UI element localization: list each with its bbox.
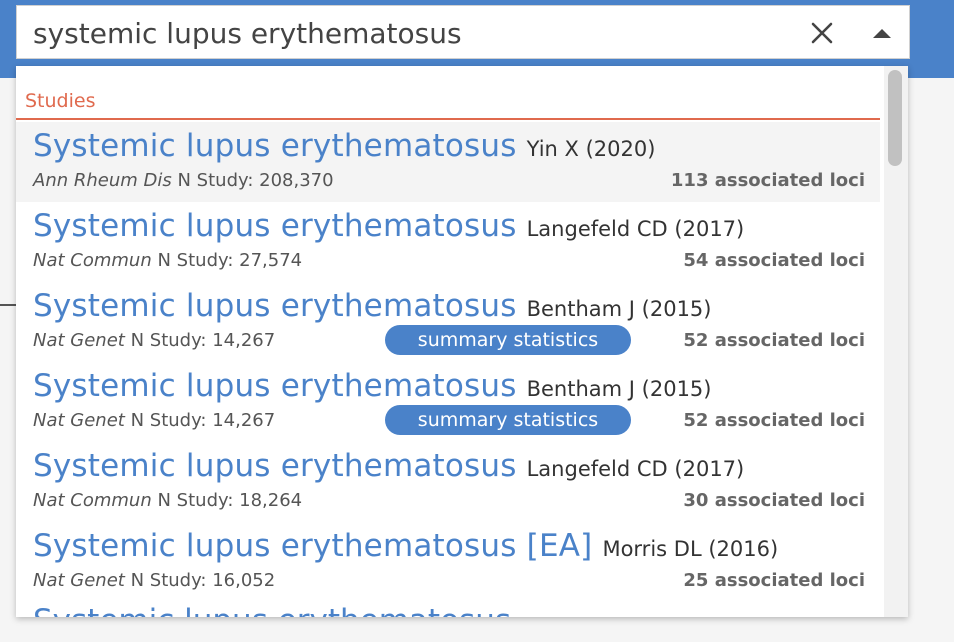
result-meta-line: Nat Commun N Study: 27,574 54 associated…: [33, 250, 865, 276]
result-journal: Nat Commun: [33, 490, 152, 511]
result-n-study: N Study: 14,267: [130, 330, 276, 351]
result-loci: 52 associated loci: [683, 410, 865, 431]
close-icon: [811, 22, 833, 44]
group-label: Studies: [25, 90, 96, 112]
result-journal: Nat Genet: [33, 570, 125, 591]
caret-up-icon: [873, 29, 891, 38]
result-author: Langefeld CD (2017): [526, 457, 745, 481]
result-trait: Systemic lupus erythematosus: [33, 288, 517, 324]
result-loci: 54 associated loci: [683, 250, 865, 271]
result-n-study: N Study: 18,264: [157, 490, 303, 511]
result-n-study: N Study: 27,574: [157, 250, 303, 271]
result-journal: Nat Genet: [33, 410, 125, 431]
clear-search-button[interactable]: [805, 16, 839, 50]
result-trait: Systemic lupus erythematosus: [33, 128, 517, 164]
result-meta-line: Nat Genet N Study: 14,267 summary statis…: [33, 325, 865, 356]
result-trait: Systemic lupus erythematosus [EA]: [33, 528, 593, 564]
result-journal: Ann Rheum Dis: [33, 170, 172, 191]
result-n-study: N Study: 16,052: [130, 570, 276, 591]
group-header-studies: Studies: [16, 88, 880, 120]
results-list: Systemic lupus erythematosus Yin X (2020)…: [16, 122, 880, 602]
result-title-line: Systemic lupus erythematosus [EA] Morris …: [33, 528, 778, 564]
result-title-line: Systemic lupus erythematosus Langefeld CD…: [33, 208, 744, 244]
result-n-study: N Study: 14,267: [130, 410, 276, 431]
result-trait: Systemic lupus erythematosus: [33, 368, 517, 404]
result-n-study: N Study: 208,370: [177, 170, 334, 191]
result-title-line: Systemic lupus erythematosus Bentham J (2…: [33, 368, 712, 404]
result-loci: 52 associated loci: [683, 330, 865, 351]
toggle-dropdown-button[interactable]: [865, 16, 899, 50]
result-loci: 113 associated loci: [670, 170, 865, 191]
result-journal: Nat Genet: [33, 330, 125, 351]
search-input[interactable]: [33, 6, 793, 60]
result-meta-line: Nat Commun N Study: 18,264 30 associated…: [33, 490, 865, 516]
result-item[interactable]: Systemic lupus erythematosus Bentham J (2…: [16, 362, 880, 442]
result-author: Yin X (2020): [526, 137, 656, 161]
result-journal: Nat Commun: [33, 250, 152, 271]
search-box: [16, 5, 910, 60]
result-author: Bentham J (2015): [526, 297, 712, 321]
result-loci: 25 associated loci: [683, 570, 865, 591]
result-meta-line: Nat Genet N Study: 14,267 summary statis…: [33, 405, 865, 436]
result-item[interactable]: Systemic lupus erythematosus Langefeld CD…: [16, 442, 880, 522]
summary-statistics-badge: summary statistics: [385, 325, 631, 355]
scrollbar-thumb[interactable]: [888, 70, 902, 166]
search-results-dropdown: Studies Systemic lupus erythematosus Yin …: [16, 66, 908, 617]
result-loci: 30 associated loci: [683, 490, 865, 511]
result-item[interactable]: Systemic lupus erythematosus Langefeld CD…: [16, 202, 880, 282]
result-author: Langefeld CD (2017): [526, 217, 745, 241]
result-author: Bentham J (2015): [526, 377, 712, 401]
result-title-line: Systemic lupus erythematosus Bentham J (2…: [33, 288, 712, 324]
summary-statistics-badge: summary statistics: [385, 405, 631, 435]
result-meta-line: Ann Rheum Dis N Study: 208,370 113 assoc…: [33, 170, 865, 196]
result-item[interactable]: Systemic lupus erythematosus Yin X (2020)…: [16, 122, 880, 202]
result-item[interactable]: Systemic lupus erythematosus Bentham J (2…: [16, 282, 880, 362]
result-trait: Systemic lupus erythematosus: [33, 208, 517, 244]
result-title-line: Systemic lupus erythematosus Langefeld CD…: [33, 448, 744, 484]
result-item[interactable]: Systemic lupus erythematosus [EA] Morris …: [16, 522, 880, 602]
result-author: Morris DL (2016): [602, 537, 779, 561]
result-trait: Systemic lupus erythematosus: [33, 448, 517, 484]
background-divider: [0, 304, 16, 306]
result-title-line: Systemic lupus erythematosus Yin X (2020): [33, 128, 655, 164]
result-meta-line: Nat Genet N Study: 16,052 25 associated …: [33, 570, 865, 596]
result-item-partial[interactable]: Systemic lupus erythematosus: [33, 603, 511, 617]
